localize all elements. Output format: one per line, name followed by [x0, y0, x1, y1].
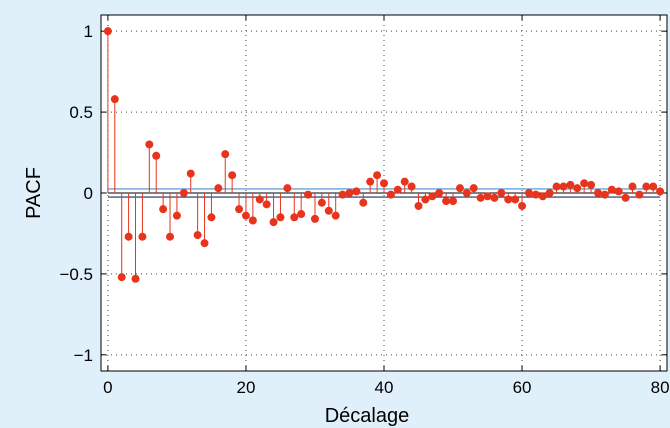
pacf-marker	[248, 216, 257, 225]
pacf-marker	[131, 274, 140, 283]
pacf-marker	[345, 189, 354, 197]
pacf-marker	[103, 27, 112, 36]
pacf-marker	[138, 232, 147, 241]
pacf-marker	[607, 185, 616, 194]
pacf-marker	[531, 190, 540, 199]
pacf-marker	[455, 184, 464, 193]
pacf-marker	[593, 189, 602, 197]
markers-layer	[103, 27, 665, 283]
pacf-marker	[600, 190, 609, 199]
pacf-marker	[442, 197, 451, 206]
pacf-marker	[310, 214, 319, 223]
pacf-marker	[393, 185, 402, 194]
pacf-marker	[628, 182, 637, 191]
pacf-marker	[207, 213, 216, 222]
pacf-marker	[324, 206, 333, 215]
pacf-marker	[566, 180, 575, 189]
pacf-marker	[352, 187, 361, 196]
pacf-marker	[186, 169, 195, 178]
pacf-marker	[511, 195, 520, 204]
pacf-marker	[110, 95, 119, 104]
y-tick-labels: −1 −0.5 0 0.5 1	[59, 22, 93, 365]
pacf-marker	[297, 210, 306, 219]
pacf-marker	[262, 200, 271, 209]
pacf-marker	[283, 184, 292, 193]
pacf-marker	[228, 171, 237, 180]
pacf-marker	[642, 182, 651, 191]
x-tick-label: 60	[513, 378, 532, 397]
pacf-marker	[559, 182, 568, 191]
pacf-marker	[545, 189, 554, 197]
pacf-marker	[172, 211, 181, 220]
pacf-marker	[338, 190, 347, 199]
pacf-marker	[573, 184, 582, 193]
pacf-marker	[221, 150, 230, 159]
pacf-marker	[587, 180, 596, 189]
pacf-marker	[621, 193, 630, 202]
pacf-marker	[304, 190, 313, 199]
pacf-marker	[179, 189, 188, 197]
pacf-marker	[656, 187, 665, 196]
pacf-marker	[200, 239, 209, 248]
pacf-marker	[366, 177, 375, 186]
pacf-marker	[649, 182, 658, 191]
pacf-marker	[504, 195, 513, 204]
x-tick-label: 80	[651, 378, 670, 397]
pacf-marker	[117, 273, 126, 282]
pacf-marker	[462, 189, 471, 197]
pacf-marker	[414, 201, 423, 210]
y-tick-label: 1	[84, 22, 93, 41]
pacf-marker	[255, 195, 264, 204]
pacf-marker	[449, 197, 458, 206]
pacf-marker	[483, 192, 492, 201]
y-tick-label: −1	[74, 346, 93, 365]
pacf-marker	[538, 192, 547, 201]
x-tick-label: 0	[103, 378, 112, 397]
pacf-marker	[580, 179, 589, 188]
pacf-marker	[166, 232, 175, 241]
pacf-marker	[145, 140, 154, 149]
pacf-marker	[152, 151, 161, 160]
pacf-marker	[373, 171, 382, 180]
x-tick-labels: 0 20 40 60 80	[103, 378, 669, 397]
x-axis-label: Décalage	[325, 405, 410, 427]
pacf-marker	[269, 218, 278, 227]
pacf-marker	[428, 192, 437, 201]
y-tick-label: 0	[84, 184, 93, 203]
pacf-marker	[276, 213, 285, 222]
pacf-marker	[124, 232, 133, 241]
pacf-marker	[214, 184, 223, 193]
pacf-marker	[407, 182, 416, 191]
pacf-marker	[490, 193, 499, 202]
pacf-marker	[386, 190, 395, 199]
y-tick-label: 0.5	[69, 103, 93, 122]
pacf-marker	[435, 189, 444, 197]
x-tick-label: 40	[375, 378, 394, 397]
pacf-marker	[331, 211, 340, 220]
pacf-marker	[497, 189, 506, 197]
pacf-marker	[317, 198, 326, 207]
pacf-marker	[380, 179, 388, 188]
y-axis-label: PACF	[23, 167, 45, 219]
pacf-marker	[159, 205, 168, 214]
pacf-marker	[235, 205, 244, 214]
y-tick-label: −0.5	[59, 265, 93, 284]
pacf-marker	[635, 190, 644, 199]
pacf-marker	[359, 198, 368, 207]
pacf-marker	[193, 231, 202, 240]
pacf-marker	[421, 195, 430, 204]
pacf-marker	[469, 184, 478, 193]
pacf-marker	[476, 193, 485, 202]
pacf-marker	[524, 189, 533, 197]
pacf-marker	[241, 211, 250, 220]
plot-frame	[100, 14, 668, 372]
pacf-marker	[400, 177, 409, 186]
x-tick-label: 20	[236, 378, 255, 397]
pacf-marker	[614, 187, 623, 196]
pacf-marker	[290, 213, 299, 222]
pacf-marker	[552, 182, 561, 191]
pacf-marker	[518, 201, 527, 210]
